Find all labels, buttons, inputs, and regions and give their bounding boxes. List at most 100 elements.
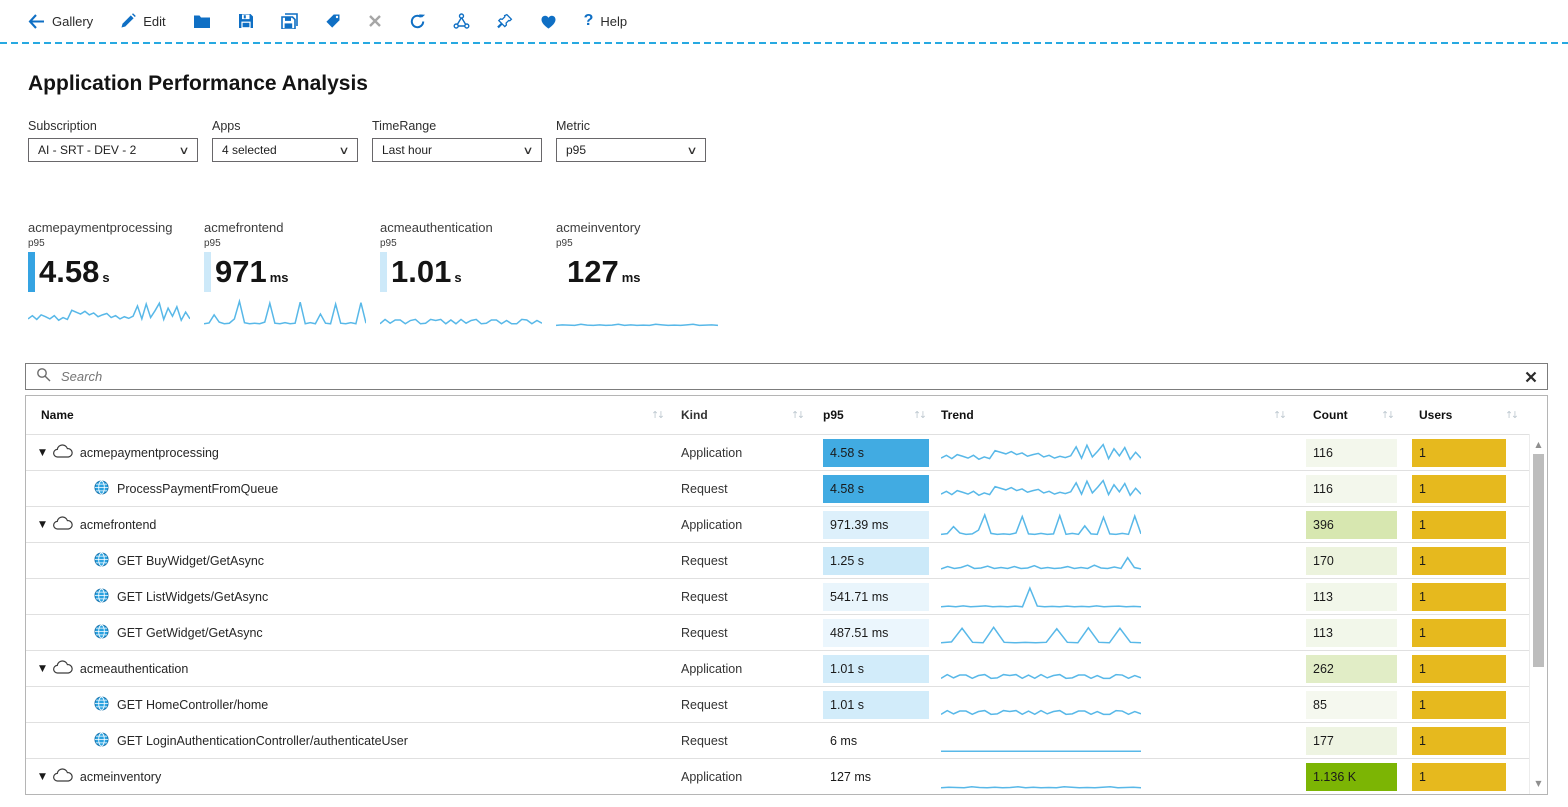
kind-cell: Application <box>681 769 743 784</box>
kind-cell: Application <box>681 517 743 532</box>
expander-icon[interactable]: ▼ <box>39 771 46 782</box>
network-icon <box>453 13 470 29</box>
help-button[interactable]: ? Help <box>584 12 628 30</box>
count-cell: 262 <box>1297 654 1405 683</box>
sort-icon[interactable]: ↑↓ <box>1273 409 1287 421</box>
sort-icon[interactable]: ↑↓ <box>913 409 927 421</box>
users-heat-cell: 1 <box>1412 762 1506 791</box>
filter-label: Apps <box>212 119 241 133</box>
trend-cell <box>937 440 1297 466</box>
row-name: GET GetWidget/GetAsync <box>117 625 263 640</box>
sort-icon[interactable]: ↑↓ <box>651 409 665 421</box>
table-row[interactable]: GET BuyWidget/GetAsync Request 1.25 s 17… <box>26 542 1547 578</box>
question-icon: ? <box>583 12 594 29</box>
expander-icon[interactable]: ▼ <box>39 447 46 458</box>
tile-metric: p95 <box>556 238 573 249</box>
share-button[interactable] <box>453 13 470 29</box>
p95-cell: 4.58 s <box>815 474 937 503</box>
trend-sparkline <box>941 620 1141 646</box>
sort-icon[interactable]: ↑↓ <box>1381 409 1395 421</box>
table-row[interactable]: ▼ acmepaymentprocessing Application 4.58… <box>26 434 1547 470</box>
trend-sparkline <box>941 764 1141 790</box>
globe-icon <box>94 731 109 750</box>
timerange-dropdown[interactable]: Last hour ∨ <box>372 138 542 162</box>
open-button[interactable] <box>193 14 211 29</box>
tag-button[interactable] <box>325 13 341 29</box>
p95-heat-cell: 487.51 ms <box>823 618 929 647</box>
p95-heat-cell: 4.58 s <box>823 474 929 503</box>
search-input[interactable] <box>59 368 1517 385</box>
heart-icon <box>540 14 557 29</box>
tile-metric: p95 <box>28 238 45 249</box>
refresh-button[interactable] <box>409 13 426 30</box>
expander-icon[interactable]: ▼ <box>39 663 46 674</box>
column-header-trend[interactable]: Trend ↑↓ <box>941 408 1287 422</box>
tile-accent-bar <box>380 252 387 292</box>
chevron-down-icon: ∨ <box>338 143 350 157</box>
table-row[interactable]: GET GetWidget/GetAsync Request 487.51 ms… <box>26 614 1547 650</box>
table-row[interactable]: ▼ acmeauthentication Application 1.01 s … <box>26 650 1547 686</box>
kind-cell: Request <box>681 625 728 640</box>
pin-button[interactable] <box>496 13 513 29</box>
toolbar-divider <box>0 42 1568 44</box>
close-button[interactable] <box>368 14 382 28</box>
scroll-up-icon[interactable]: ▲ <box>1535 440 1542 449</box>
filter-apps: Apps 4 selected ∨ <box>212 119 358 162</box>
kpi-tile-acmefrontend[interactable]: acmefrontend p95 971 ms <box>204 220 380 328</box>
name-cell: GET ListWidgets/GetAsync <box>26 587 675 606</box>
trend-cell <box>937 656 1297 682</box>
table-row[interactable]: GET HomeController/home Request 1.01 s 8… <box>26 686 1547 722</box>
expander-icon[interactable]: ▼ <box>39 519 46 530</box>
gallery-button[interactable]: Gallery <box>28 14 93 29</box>
table-row[interactable]: ▼ acmefrontend Application 971.39 ms 396… <box>26 506 1547 542</box>
save-button[interactable] <box>238 13 254 29</box>
kpi-tile-acmepaymentprocessing[interactable]: acmepaymentprocessing p95 4.58 s <box>28 220 204 328</box>
sort-icon[interactable]: ↑↓ <box>791 409 805 421</box>
subscription-dropdown[interactable]: AI - SRT - DEV - 2 ∨ <box>28 138 198 162</box>
globe-icon <box>94 695 109 714</box>
tile-unit: ms <box>621 270 641 285</box>
p95-cell: 4.58 s <box>815 438 937 467</box>
scroll-down-icon[interactable]: ▼ <box>1535 779 1542 788</box>
row-name: acmeinventory <box>79 769 162 784</box>
table-row[interactable]: ▼ acmeinventory Application 127 ms 1.136… <box>26 758 1547 794</box>
trend-sparkline <box>941 728 1141 754</box>
tile-value: 4.58 <box>39 254 100 289</box>
trend-sparkline <box>941 584 1141 610</box>
column-header-users[interactable]: Users ↑↓ <box>1419 408 1519 422</box>
count-heat-cell: 116 <box>1306 474 1397 503</box>
sort-icon[interactable]: ↑↓ <box>1505 409 1519 421</box>
kpi-tile-acmeinventory[interactable]: acmeinventory p95 127 ms <box>556 220 732 328</box>
favorite-button[interactable] <box>540 14 557 29</box>
p95-cell: 1.01 s <box>815 690 937 719</box>
apps-dropdown[interactable]: 4 selected ∨ <box>212 138 358 162</box>
table-row[interactable]: GET LoginAuthenticationController/authen… <box>26 722 1547 758</box>
count-heat-cell: 113 <box>1306 582 1397 611</box>
column-header-count[interactable]: Count ↑↓ <box>1313 408 1395 422</box>
column-header-p95[interactable]: p95 ↑↓ <box>823 408 927 422</box>
edit-button[interactable]: Edit <box>120 13 166 29</box>
command-toolbar: Gallery Edit ? Help <box>0 0 1568 42</box>
column-header-kind[interactable]: Kind ↑↓ <box>681 408 805 422</box>
sparkline <box>204 298 366 328</box>
kpi-tile-acmeauthentication[interactable]: acmeauthentication p95 1.01 s <box>380 220 556 328</box>
filter-label: Subscription <box>28 119 97 133</box>
back-arrow-icon <box>28 13 45 29</box>
tile-value: 971 <box>215 254 267 289</box>
globe-icon <box>94 623 109 642</box>
table-row[interactable]: GET ListWidgets/GetAsync Request 541.71 … <box>26 578 1547 614</box>
table-scrollbar[interactable]: ▲ ▼ <box>1529 434 1547 794</box>
column-header-name[interactable]: Name ↑↓ <box>41 408 665 422</box>
row-name: GET BuyWidget/GetAsync <box>117 553 265 568</box>
scrollbar-thumb[interactable] <box>1533 454 1544 667</box>
tile-metric: p95 <box>204 238 221 249</box>
metric-dropdown[interactable]: p95 ∨ <box>556 138 706 162</box>
clear-search-icon[interactable] <box>1525 371 1537 383</box>
p95-heat-cell: 541.71 ms <box>823 582 929 611</box>
p95-heat-cell: 1.01 s <box>823 690 929 719</box>
tile-title: acmefrontend <box>204 220 284 235</box>
p95-cell: 6 ms <box>815 727 937 755</box>
users-heat-cell: 1 <box>1412 438 1506 467</box>
save-as-button[interactable] <box>280 13 298 29</box>
table-row[interactable]: ProcessPaymentFromQueue Request 4.58 s 1… <box>26 470 1547 506</box>
